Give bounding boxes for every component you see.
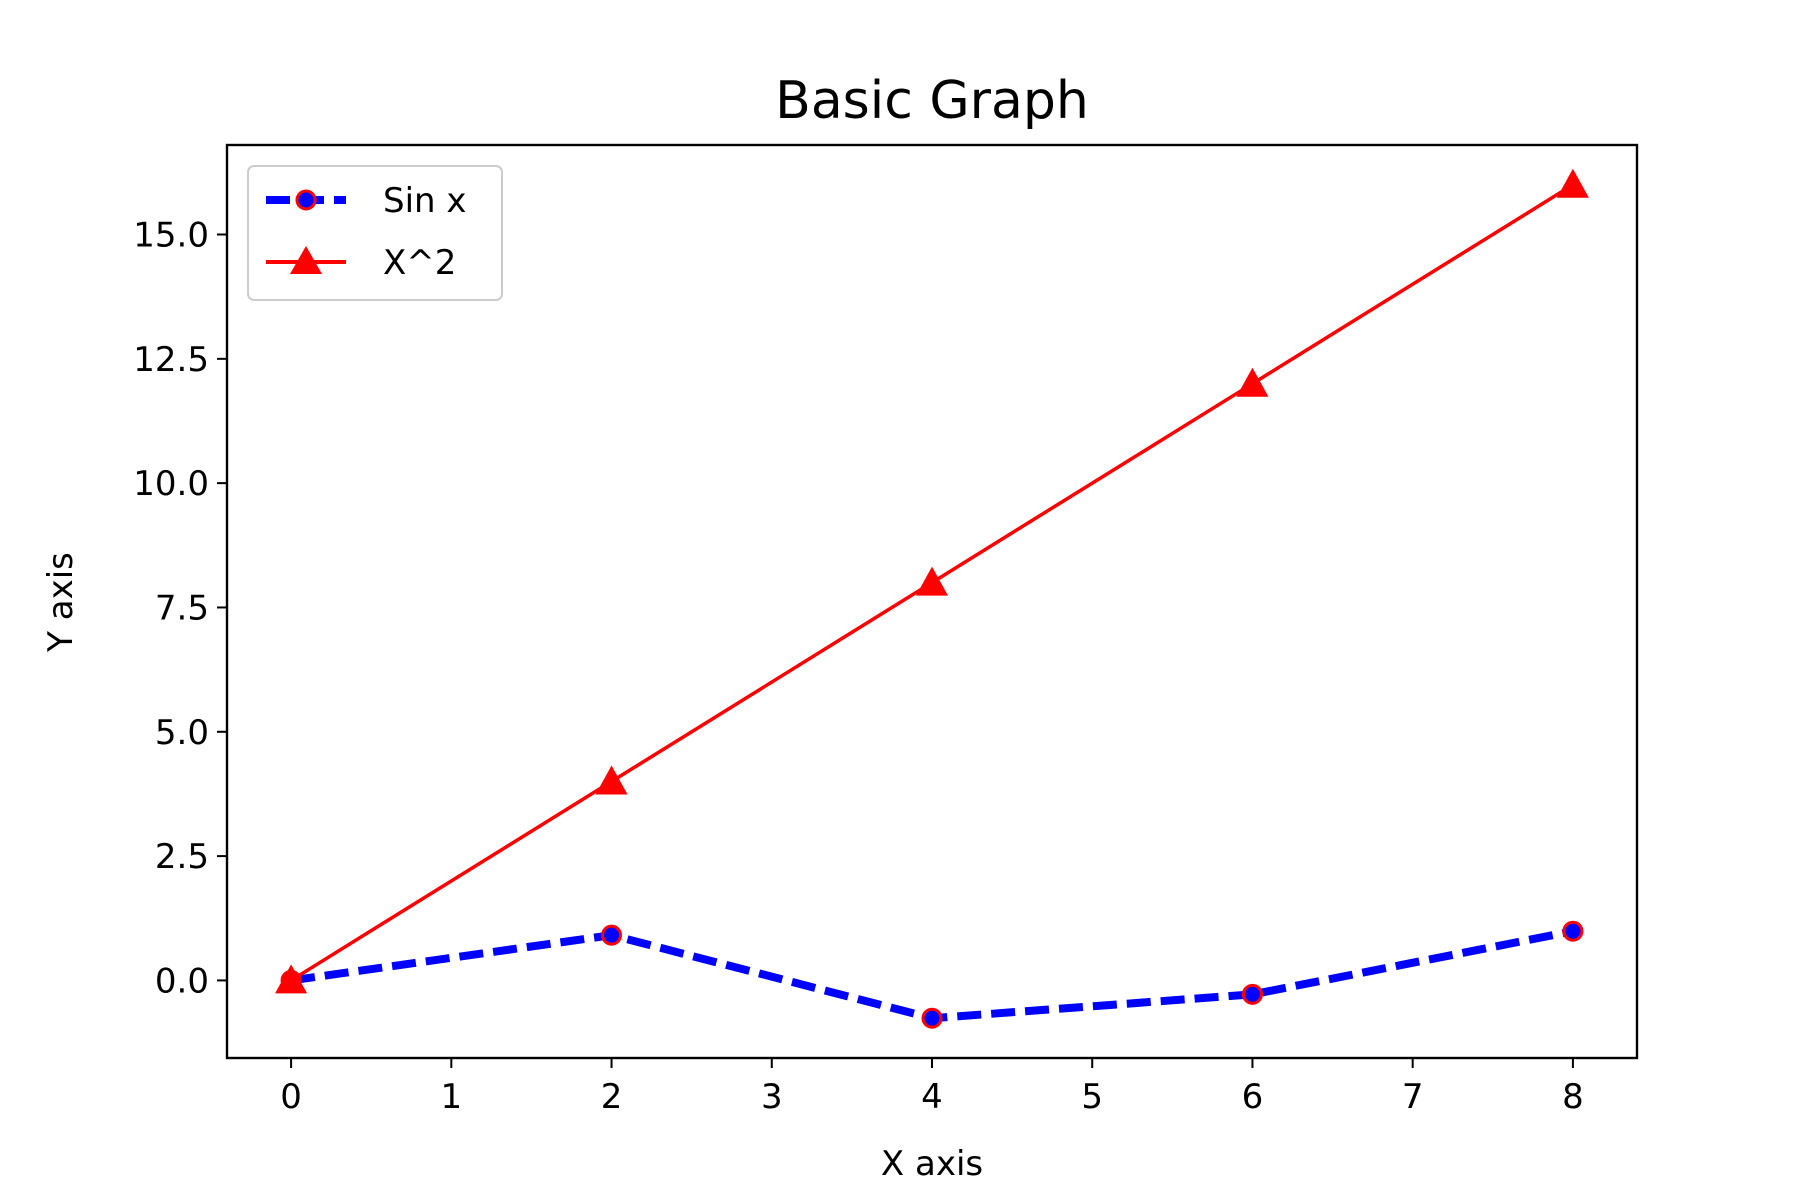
x-tick-label: 2 — [601, 1077, 623, 1117]
x-tick-label: 1 — [440, 1077, 462, 1117]
x-tick-label: 7 — [1402, 1077, 1424, 1117]
legend: Sin x X^2 — [247, 165, 503, 301]
square-point — [595, 765, 628, 795]
legend-marker-sin — [295, 189, 317, 211]
x-tick-label: 5 — [1081, 1077, 1103, 1117]
plot-area — [275, 168, 1589, 1029]
y-tick-label: 5.0 — [155, 713, 209, 753]
x-tick-label: 6 — [1242, 1077, 1264, 1117]
legend-label-sin: Sin x — [383, 181, 467, 221]
square-point — [1236, 367, 1269, 397]
x-tick-label: 4 — [921, 1077, 943, 1117]
legend-marker-square — [290, 246, 322, 274]
x-tick-label: 8 — [1562, 1077, 1584, 1117]
x-axis-ticks: 0 1 2 3 4 5 6 7 8 — [280, 1058, 1584, 1117]
x-tick-label: 0 — [280, 1077, 302, 1117]
sin-point — [1562, 920, 1584, 942]
x-axis-label: X axis — [881, 1144, 983, 1184]
chart-title: Basic Graph — [775, 71, 1089, 131]
x-tick-label: 3 — [761, 1077, 783, 1117]
y-tick-label: 10.0 — [133, 464, 209, 504]
y-tick-label: 7.5 — [155, 588, 209, 628]
y-axis-label: Y axis — [41, 552, 81, 653]
y-tick-label: 12.5 — [133, 340, 209, 380]
y-axis-ticks: 0.0 2.5 5.0 7.5 10.0 12.5 15.0 — [133, 216, 227, 1001]
legend-label-square: X^2 — [383, 243, 456, 283]
sin-point — [921, 1007, 943, 1029]
sin-point — [601, 924, 623, 946]
square-point — [275, 964, 308, 994]
square-point — [1556, 168, 1589, 198]
y-tick-label: 2.5 — [155, 837, 209, 877]
series-line-sin — [290, 927, 1574, 1023]
sin-point — [1241, 983, 1263, 1005]
y-tick-label: 0.0 — [155, 961, 209, 1001]
square-point — [916, 566, 948, 596]
y-tick-label: 15.0 — [133, 216, 209, 256]
